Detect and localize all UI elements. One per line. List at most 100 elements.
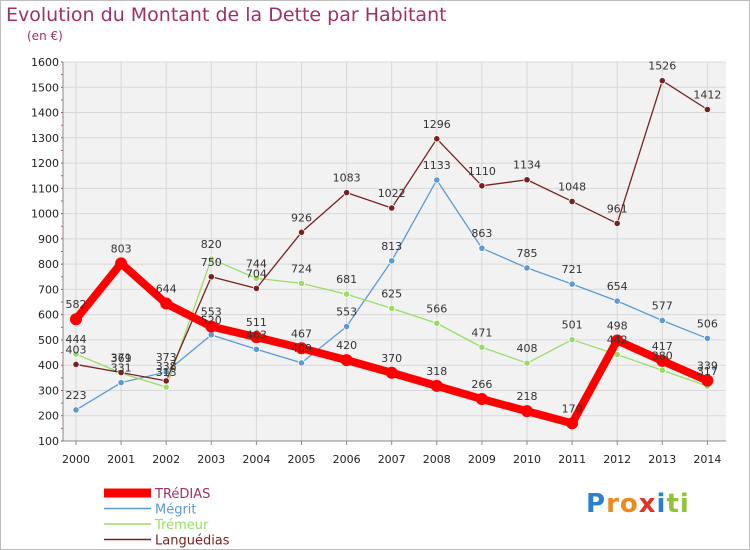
data-label: 313: [156, 366, 177, 379]
data-label: 750: [201, 256, 222, 269]
data-label: 553: [336, 306, 357, 319]
data-label: 506: [697, 317, 718, 330]
data-point: [388, 304, 396, 312]
x-tick-label: 2012: [603, 453, 631, 466]
y-tick-label: 1600: [31, 56, 59, 69]
data-point: [162, 377, 170, 385]
data-label: 863: [471, 227, 492, 240]
data-label: 444: [66, 333, 87, 346]
proxiti-logo: Proxiti: [586, 489, 690, 519]
data-point: [342, 322, 351, 331]
data-point: [478, 182, 486, 190]
data-label: 625: [381, 287, 402, 300]
data-label: 721: [562, 263, 583, 276]
data-label: 331: [111, 362, 132, 375]
data-point: [340, 354, 353, 367]
data-point: [72, 360, 80, 369]
data-point: [430, 379, 443, 392]
data-label: 803: [111, 242, 132, 255]
data-point: [295, 342, 308, 355]
legend-label: Mégrit: [155, 503, 197, 518]
data-point: [297, 228, 306, 236]
data-label: 511: [246, 316, 267, 329]
x-tick-label: 2014: [693, 453, 721, 466]
data-point: [252, 345, 260, 353]
y-tick-label: 700: [38, 283, 59, 296]
data-point: [523, 264, 531, 272]
legend-label: TRéDIAS: [154, 487, 210, 502]
data-label: 961: [607, 202, 628, 215]
x-tick-label: 2000: [62, 453, 90, 466]
data-point: [703, 334, 712, 343]
data-point: [568, 336, 576, 344]
data-label: 1526: [648, 60, 676, 73]
logo-letter: t: [666, 489, 680, 519]
data-point: [433, 176, 441, 184]
data-point: [613, 219, 621, 228]
y-tick-label: 400: [38, 359, 59, 372]
data-point: [207, 255, 215, 263]
data-point: [297, 279, 306, 287]
data-label: 582: [66, 298, 87, 311]
data-point: [568, 197, 576, 206]
y-tick-label: 800: [38, 258, 59, 271]
data-point: [658, 316, 666, 325]
data-label: 471: [471, 326, 492, 339]
data-point: [160, 297, 173, 310]
data-label: 1134: [513, 159, 541, 172]
data-label: 724: [291, 262, 312, 275]
x-tick-label: 2013: [648, 453, 676, 466]
x-tick-label: 2011: [558, 453, 586, 466]
data-label: 266: [471, 378, 492, 391]
data-point: [658, 77, 666, 85]
y-tick-label: 1300: [31, 132, 59, 145]
data-point: [385, 366, 398, 379]
data-label: 644: [156, 283, 177, 296]
x-tick-label: 2003: [197, 453, 225, 466]
data-label: 338: [156, 360, 177, 373]
data-label: 369: [111, 352, 132, 365]
data-label: 339: [697, 360, 718, 373]
y-tick-label: 300: [38, 384, 59, 397]
data-point: [611, 334, 624, 347]
x-tick-label: 2005: [288, 453, 316, 466]
x-tick-label: 2009: [468, 453, 496, 466]
data-label: 813: [381, 240, 402, 253]
data-label: 1133: [423, 159, 451, 172]
data-point: [388, 257, 396, 265]
data-label: 744: [246, 257, 267, 270]
data-label: 442: [607, 334, 628, 347]
data-label: 403: [66, 343, 87, 356]
data-point: [207, 331, 215, 339]
data-point: [568, 280, 576, 288]
data-point: [70, 313, 82, 326]
y-tick-label: 100: [38, 435, 59, 448]
y-tick-label: 600: [38, 309, 59, 322]
data-label: 704: [246, 267, 267, 280]
data-label: 501: [562, 319, 583, 332]
data-point: [521, 405, 533, 418]
data-label: 1048: [558, 180, 586, 193]
data-label: 467: [291, 327, 312, 340]
data-point: [252, 274, 260, 282]
x-tick-label: 2002: [152, 453, 180, 466]
data-label: 218: [517, 390, 538, 403]
data-label: 498: [607, 319, 628, 332]
data-label: 1412: [693, 89, 721, 102]
data-point: [207, 273, 215, 281]
x-tick-label: 2004: [242, 453, 270, 466]
y-tick-label: 1000: [31, 208, 59, 221]
data-label: 785: [517, 247, 538, 260]
data-point: [162, 383, 170, 391]
data-label: 681: [336, 273, 357, 286]
logo-letter: o: [619, 489, 639, 519]
data-label: 318: [426, 365, 447, 378]
data-point: [656, 354, 669, 367]
y-tick-label: 1100: [31, 182, 59, 195]
data-point: [658, 366, 666, 374]
data-label: 408: [517, 342, 538, 355]
y-tick-label: 1500: [31, 81, 59, 94]
legend-label: Languédias: [155, 534, 230, 549]
data-point: [117, 368, 125, 377]
